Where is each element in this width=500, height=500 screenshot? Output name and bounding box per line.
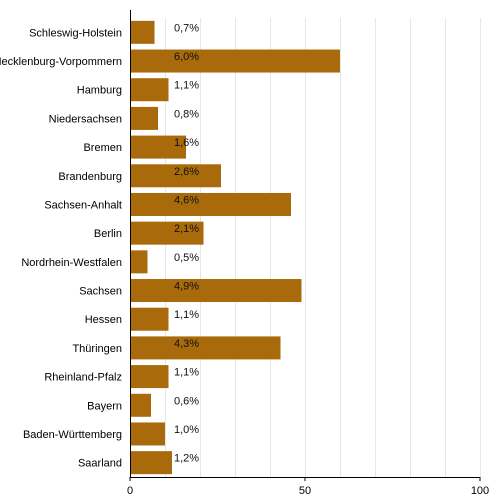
category-label: Baden-Württemberg [23, 429, 122, 441]
data-label: 4,3% [174, 338, 199, 350]
category-label: Bayern [87, 400, 122, 412]
bar [130, 250, 148, 274]
data-label: 2,6% [174, 166, 199, 178]
category-label: Rheinland-Pfalz [44, 372, 122, 384]
bar [130, 336, 281, 360]
tick-label: 50 [299, 485, 311, 497]
bar [130, 365, 169, 389]
bar [130, 106, 158, 130]
category-label: Mecklenburg-Vorpommern [0, 56, 122, 68]
data-label: 4,9% [174, 281, 199, 293]
bar [130, 307, 169, 331]
data-label: 1,2% [174, 453, 199, 465]
bars [130, 20, 340, 475]
data-label: 1,1% [174, 309, 199, 321]
bar [130, 135, 186, 159]
category-label: Niedersachsen [49, 113, 122, 125]
category-label: Hessen [85, 314, 122, 326]
category-label: Sachsen-Anhalt [44, 199, 122, 211]
bar [130, 164, 221, 188]
data-label: 1,1% [174, 80, 199, 92]
tick-label: 100 [471, 485, 489, 497]
category-label: Brandenburg [58, 171, 122, 183]
data-label: 1,0% [174, 424, 199, 436]
data-label: 0,8% [174, 108, 199, 120]
bar [130, 422, 165, 446]
value-labels: 0,7% 6,0% 1,1% 0,8% 1,6% 2,6% 4,6% 2,1% 0,5% 4,9%… [174, 22, 199, 464]
data-label: 0,5% [174, 252, 199, 264]
grid-lines [165, 18, 481, 477]
tick-label: 0 [127, 485, 133, 497]
category-label: Hamburg [77, 85, 122, 97]
bar [130, 20, 155, 44]
category-label: Schleswig-Holstein [29, 27, 122, 39]
bar [130, 279, 302, 303]
data-label: 1,6% [174, 137, 199, 149]
category-label: Thüringen [72, 343, 122, 355]
data-label: 4,6% [174, 194, 199, 206]
bar [130, 49, 340, 73]
bar [130, 78, 169, 102]
category-label: Berlin [94, 228, 122, 240]
x-axis-ticks: 0 50 100 [127, 477, 489, 497]
data-label: 2,1% [174, 223, 199, 235]
bar [130, 221, 204, 245]
data-label: 0,6% [174, 395, 199, 407]
bar [130, 451, 172, 475]
category-labels: Schleswig-Holstein Mecklenburg-Vorpommern… [0, 27, 122, 469]
data-label: 6,0% [174, 51, 199, 63]
category-label: Sachsen [79, 286, 122, 298]
data-label: 0,7% [174, 22, 199, 34]
bar [130, 393, 151, 417]
data-label: 1,1% [174, 367, 199, 379]
category-label: Saarland [78, 458, 122, 470]
category-label: Bremen [83, 142, 122, 154]
category-label: Nordrhein-Westfalen [21, 257, 122, 269]
bar [130, 192, 291, 216]
